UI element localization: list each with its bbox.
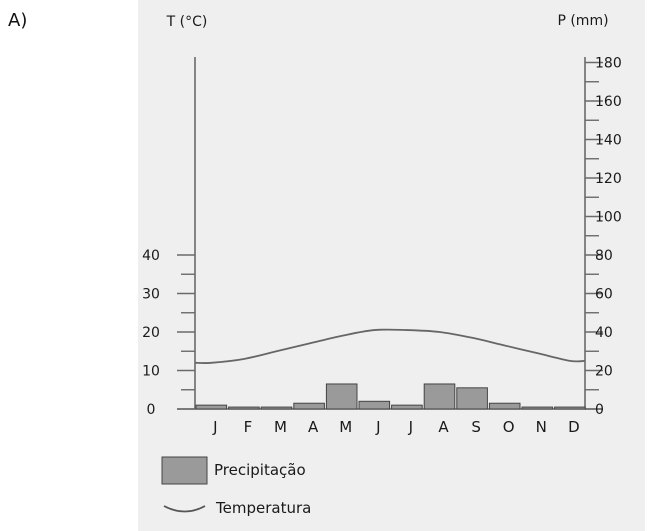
month-label: N (536, 418, 547, 436)
chart-legend: Precipitação Temperatura (161, 456, 311, 517)
left-tick-label: 20 (142, 325, 160, 341)
right-tick-label: 20 (595, 364, 613, 380)
precipitation-bar (391, 404, 423, 410)
temperature-curve (194, 328, 586, 364)
chart-axes (177, 57, 603, 410)
left-tick-label: 30 (142, 287, 160, 303)
left-tick-label: 40 (142, 248, 160, 264)
precipitation-bar (325, 383, 358, 410)
month-label: D (568, 418, 580, 436)
precipitation-bars (195, 383, 586, 410)
right-tick-label: 160 (595, 94, 622, 110)
right-axis-title: P (mm) (557, 13, 608, 29)
precipitation-bar (456, 387, 488, 410)
month-label: A (438, 418, 449, 436)
legend-precipitation-label: Precipitação (214, 461, 306, 479)
precipitation-bar (488, 402, 521, 410)
right-tick-label: 0 (595, 402, 604, 418)
right-tick-label: 180 (595, 56, 622, 72)
legend-precipitation-swatch (161, 456, 208, 485)
right-tick-label: 120 (595, 171, 622, 187)
month-label: A (308, 418, 319, 436)
month-label: S (471, 418, 481, 436)
precipitation-bar (228, 406, 260, 410)
left-axis-title: T (°C) (166, 14, 208, 30)
month-label: M (274, 418, 287, 436)
month-label: J (375, 418, 380, 436)
chart-labels: 0 10 20 30 40 0 20 40 60 80 100 120 140 160 180 T (°C) P… (142, 13, 622, 436)
month-label: J (212, 418, 217, 436)
temperature-line (194, 328, 586, 364)
month-label: O (503, 418, 515, 436)
right-tick-label: 140 (595, 133, 622, 149)
left-tick-label: 10 (142, 364, 160, 380)
precipitation-bar (521, 406, 554, 410)
precipitation-bar (195, 404, 228, 410)
precipitation-bar (260, 406, 293, 410)
right-tick-label: 60 (595, 287, 613, 303)
month-label: J (408, 418, 413, 436)
left-tick-label: 0 (147, 402, 156, 418)
precipitation-bar (358, 400, 391, 410)
legend-temperature-swatch (163, 505, 206, 513)
legend-temperature-label: Temperatura (215, 499, 311, 517)
month-label: F (244, 418, 253, 436)
right-tick-label: 40 (595, 325, 613, 341)
right-tick-label: 80 (595, 248, 613, 264)
right-tick-label: 100 (595, 210, 622, 226)
climograph-panel (138, 0, 645, 531)
precipitation-bar (423, 383, 456, 410)
precipitation-bar (293, 402, 325, 410)
precipitation-bar (554, 406, 586, 410)
month-label: M (339, 418, 352, 436)
panel-label: A) (8, 10, 28, 31)
